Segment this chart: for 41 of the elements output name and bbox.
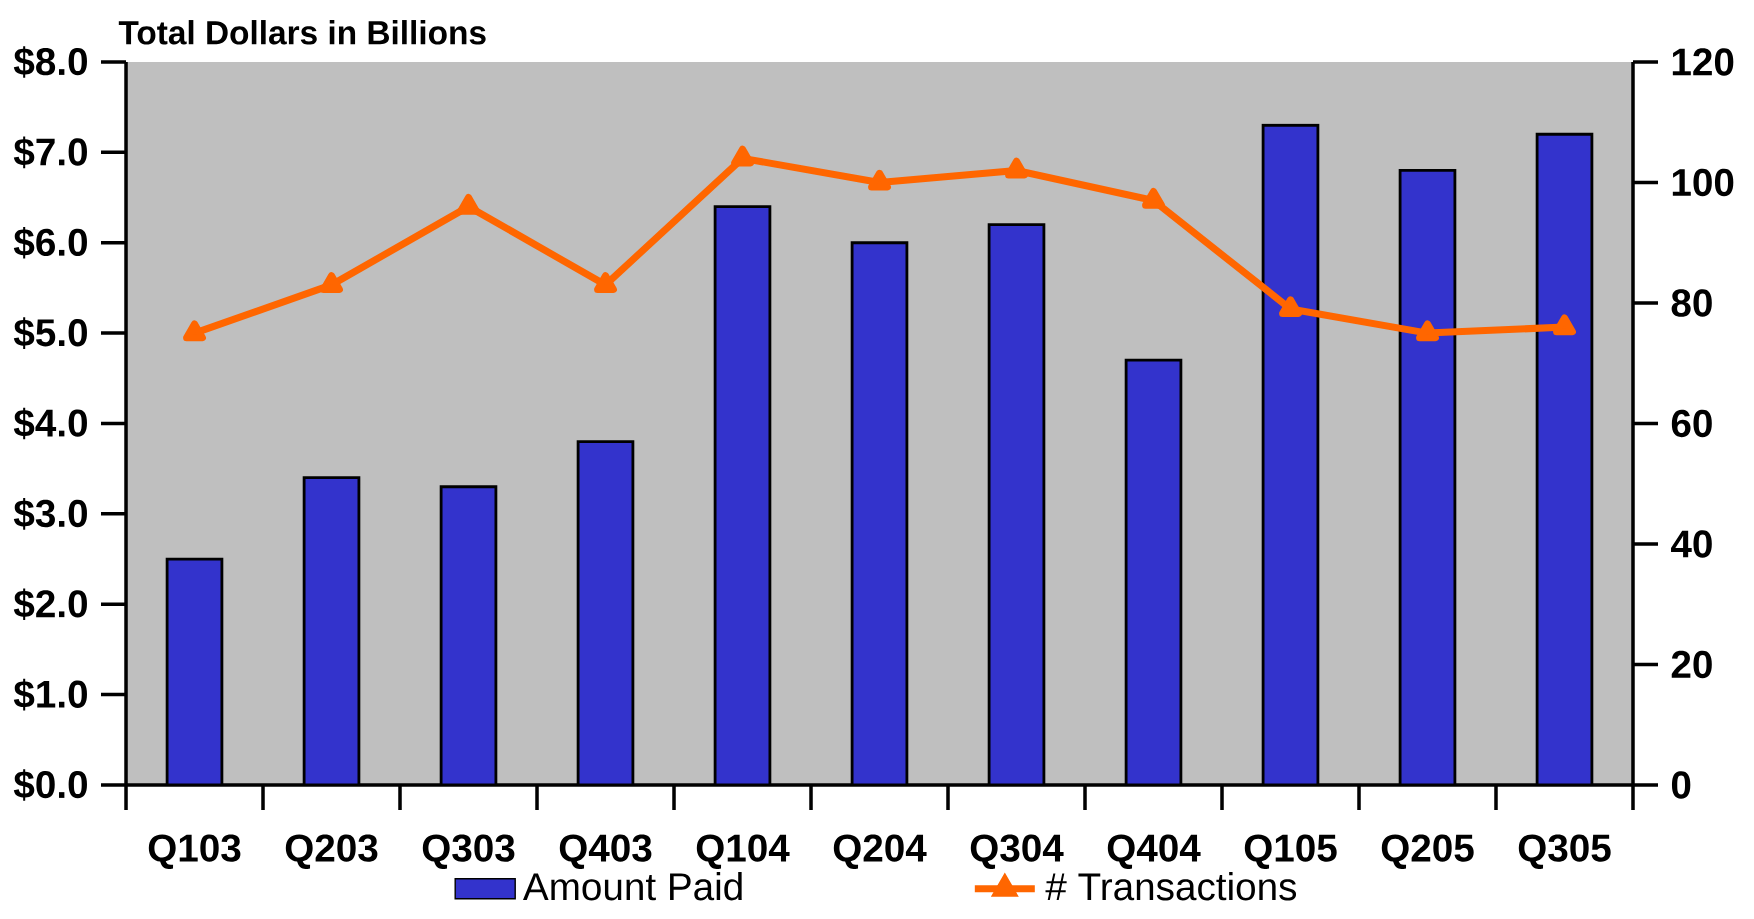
x-tick-label: Q304: [970, 834, 1064, 869]
y-tick-label: $1.0: [13, 678, 87, 711]
y-tick-label: $2.0: [13, 588, 87, 621]
legend-label: # Transactions: [1045, 872, 1297, 901]
x-tick-label: Q303: [422, 834, 515, 869]
y-tick-label: $7.0: [13, 136, 87, 169]
y-tick-label: $3.0: [13, 498, 87, 530]
x-tick-label: Q404: [1107, 834, 1201, 869]
y2-tick-label: 0: [1671, 771, 1691, 799]
y-axis-title: Total Dollars in Billions: [118, 20, 486, 45]
y2-tick-label: 40: [1671, 530, 1712, 558]
y2-tick-label: 20: [1671, 650, 1712, 679]
point: [1416, 320, 1439, 342]
y-tick-label: $0.0: [13, 769, 87, 801]
point: [731, 145, 754, 167]
x-tick-label: Q105: [1244, 834, 1337, 869]
x-tick-label: Q403: [559, 834, 652, 869]
point: [1279, 296, 1302, 318]
y2-tick-label: 80: [1671, 289, 1712, 317]
y2-tick-label: 60: [1671, 409, 1712, 438]
x-tick-label: Q104: [696, 834, 790, 869]
x-tick-label: Q305: [1518, 834, 1611, 869]
y-tick-label: $4.0: [13, 407, 87, 440]
legend-label: Amount Paid: [522, 872, 742, 901]
y2-tick-label: 120: [1672, 48, 1734, 76]
y-tick-label: $5.0: [13, 317, 87, 349]
y2-tick-label: 100: [1672, 168, 1734, 197]
x-tick-label: Q204: [833, 834, 927, 869]
y-tick-label: $6.0: [13, 226, 87, 259]
point: [1005, 157, 1028, 179]
point: [320, 272, 343, 294]
x-tick-label: Q103: [148, 834, 241, 869]
point: [594, 272, 617, 294]
y-tick-label: $8.0: [13, 46, 87, 78]
x-tick-label: Q203: [285, 834, 378, 869]
point: [1553, 314, 1576, 336]
point: [868, 169, 891, 191]
point: [1142, 187, 1165, 209]
x-tick-label: Q205: [1381, 834, 1474, 869]
point: [183, 320, 206, 342]
point: [457, 193, 480, 215]
